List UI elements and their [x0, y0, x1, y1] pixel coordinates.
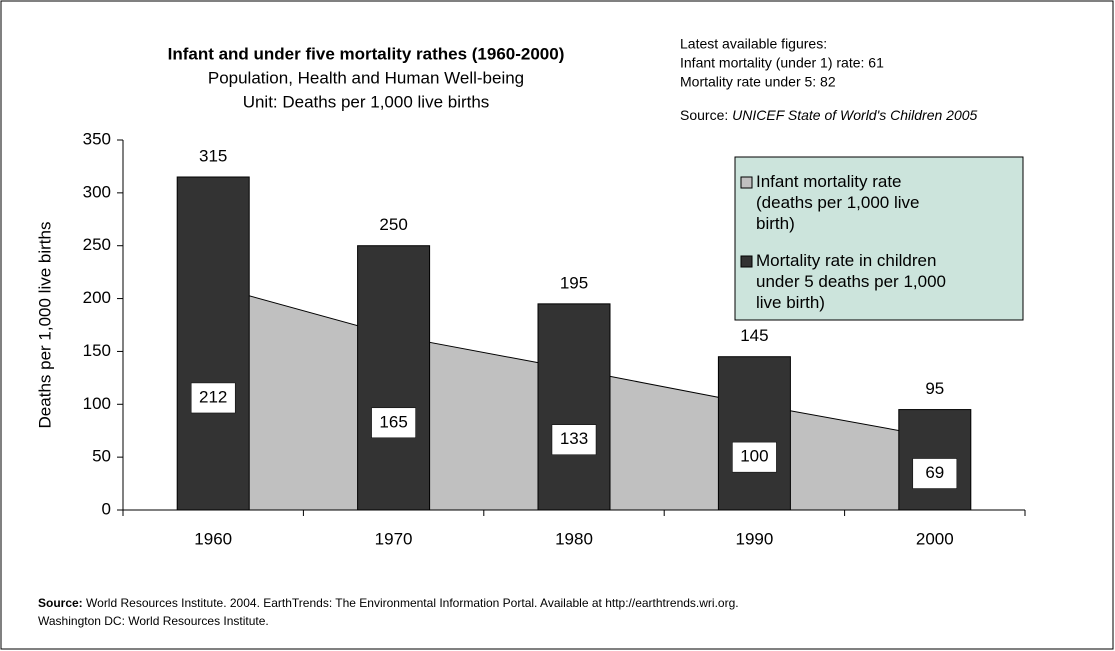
- legend-label: Mortality rate in children under 5 deaths…: [756, 251, 946, 312]
- chart-title: Infant and under five mortality rathes (…: [168, 44, 565, 63]
- note-line: Latest available figures:: [680, 36, 827, 52]
- note-line: Mortality rate under 5: 82: [680, 74, 836, 90]
- area-value-label: 133: [560, 429, 588, 448]
- y-axis-label: Deaths per 1,000 live births: [35, 222, 54, 429]
- notes-source-text: UNICEF State of World's Children 2005: [732, 107, 977, 123]
- legend-label-line: Infant mortality rate: [756, 172, 902, 191]
- value-label-box: [551, 424, 597, 455]
- y-tick-label: 350: [83, 129, 111, 148]
- y-tick-label: 50: [92, 447, 111, 466]
- y-tick-label: 100: [83, 394, 111, 413]
- bar: [176, 176, 250, 511]
- x-tick-label: 2000: [916, 529, 954, 548]
- value-label-box: [371, 407, 416, 439]
- bar-value-label: 145: [740, 326, 768, 345]
- footer-line: Washington DC: World Resources Institute…: [38, 614, 269, 628]
- note-line: Infant mortality (under 1) rate: 61: [680, 55, 884, 71]
- y-tick-label: 250: [83, 235, 111, 254]
- value-label-box: [912, 458, 958, 489]
- legend-label: Infant mortality rate (deaths per 1,000 l…: [756, 172, 920, 233]
- x-tick-label: 1970: [375, 529, 413, 548]
- footer-text: World Resources Institute. 2004. EarthTr…: [86, 596, 739, 610]
- bar: [357, 245, 431, 511]
- legend-label-line: birth): [756, 214, 795, 233]
- x-tick-label: 1990: [735, 529, 773, 548]
- legend-label-line: under 5 deaths per 1,000: [756, 272, 946, 291]
- value-label-box: [732, 441, 777, 473]
- area-value-label: 100: [740, 447, 768, 466]
- y-tick-label: 0: [102, 499, 111, 518]
- bar-value-label: 250: [379, 215, 407, 234]
- area-value-label: 212: [199, 387, 227, 406]
- bar-value-label: 95: [925, 379, 944, 398]
- legend-swatch: [740, 176, 753, 189]
- legend-label-line: (deaths per 1,000 live: [756, 193, 920, 212]
- chart-unit: Unit: Deaths per 1,000 live births: [243, 92, 490, 111]
- legend-label-line: live birth): [756, 293, 825, 312]
- value-label-box: [190, 382, 236, 414]
- bar: [537, 303, 611, 511]
- bar-value-label: 315: [199, 146, 227, 165]
- y-tick-label: 300: [83, 182, 111, 201]
- notes-source: Source: UNICEF State of World's Children…: [680, 107, 978, 123]
- bar-value-label: 195: [560, 273, 588, 292]
- x-tick-label: 1980: [555, 529, 593, 548]
- chart-subtitle: Population, Health and Human Well-being: [208, 68, 524, 87]
- area-value-label: 165: [379, 412, 407, 431]
- legend-box: [734, 156, 1024, 321]
- notes-source-label: Source:: [680, 107, 728, 123]
- footer-line: Source: World Resources Institute. 2004.…: [38, 596, 739, 610]
- legend-label-line: Mortality rate in children: [756, 251, 936, 270]
- y-tick-label: 150: [83, 341, 111, 360]
- x-tick-label: 1960: [194, 529, 232, 548]
- y-tick-label: 200: [83, 288, 111, 307]
- bar: [717, 356, 791, 511]
- footer-label: Source:: [38, 596, 83, 610]
- area-value-label: 69: [925, 463, 944, 482]
- legend-swatch: [740, 255, 753, 268]
